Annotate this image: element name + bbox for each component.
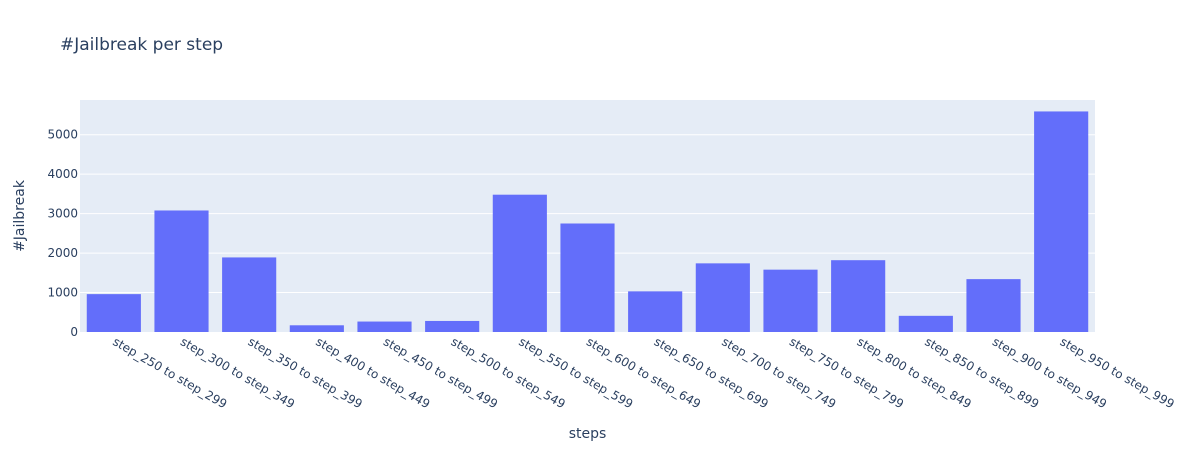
- bar: [154, 210, 209, 332]
- x-tick-label: step_400 to step_449: [313, 334, 432, 411]
- bar: [763, 269, 818, 332]
- bar: [560, 223, 615, 332]
- bar: [289, 325, 344, 332]
- x-tick-label: step_650 to step_699: [652, 334, 771, 411]
- y-axis-ticks: 0 1000 2000 3000 4000 5000: [47, 128, 78, 339]
- x-tick-label: step_250 to step_299: [110, 334, 229, 411]
- y-tick-label: 4000: [47, 167, 78, 181]
- bar: [695, 263, 750, 332]
- x-tick-label: step_900 to step_949: [990, 334, 1109, 411]
- bar: [357, 321, 412, 332]
- x-tick-label: step_300 to step_349: [178, 334, 297, 411]
- x-tick-label: step_550 to step_599: [516, 334, 635, 411]
- x-tick-label: step_800 to step_849: [855, 334, 974, 411]
- x-tick-label: step_450 to step_499: [381, 334, 500, 411]
- y-tick-label: 5000: [47, 128, 78, 142]
- bar: [1034, 111, 1089, 333]
- x-tick-label: step_850 to step_899: [922, 334, 1041, 411]
- x-tick-label: step_350 to step_399: [246, 334, 365, 411]
- y-tick-label: 1000: [47, 286, 78, 300]
- bars: [86, 111, 1089, 333]
- y-tick-label: 3000: [47, 207, 78, 221]
- bar: [425, 320, 480, 332]
- bar: [831, 260, 886, 332]
- x-axis-title: steps: [569, 426, 607, 442]
- y-axis-title: #Jailbreak: [12, 179, 28, 252]
- x-tick-label: step_950 to step_999: [1058, 334, 1177, 411]
- bar: [628, 291, 683, 332]
- x-tick-label: step_500 to step_549: [449, 334, 568, 411]
- bar: [492, 194, 547, 332]
- bar: [898, 315, 953, 332]
- x-tick-label: step_600 to step_649: [584, 334, 703, 411]
- chart-title: #Jailbreak per step: [60, 35, 223, 55]
- y-tick-label: 2000: [47, 246, 78, 260]
- bar: [966, 279, 1021, 332]
- x-tick-label: step_750 to step_799: [787, 334, 906, 411]
- x-tick-label: step_700 to step_749: [719, 334, 838, 411]
- bar: [222, 257, 277, 332]
- bar: [86, 294, 141, 332]
- y-tick-label: 0: [70, 325, 78, 339]
